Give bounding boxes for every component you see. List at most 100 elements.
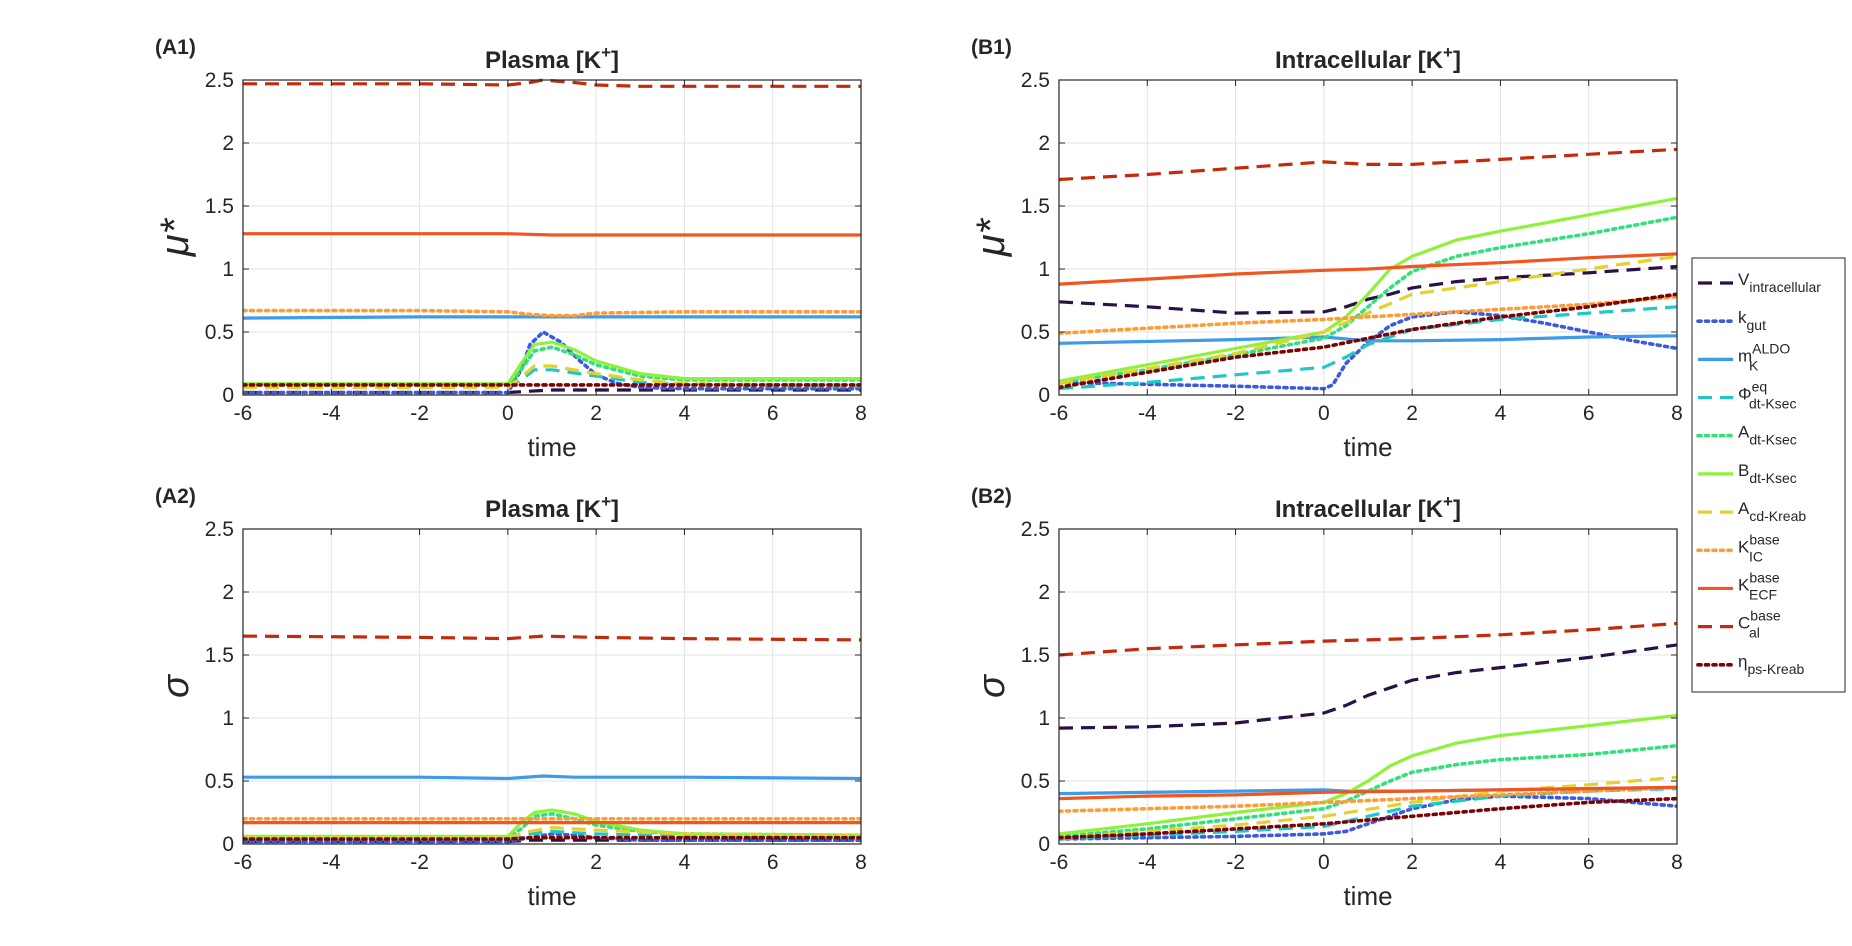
legend-label: mALDO K	[1738, 340, 1790, 373]
legend-label-base: Φ	[1738, 385, 1752, 404]
y-tick-label: 0.5	[205, 770, 234, 793]
x-axis-label: time	[1343, 881, 1392, 911]
legend-label-sub: intracellular	[1749, 279, 1821, 295]
x-tick-label: 4	[679, 851, 691, 874]
legend-item: Acd-Kreab	[1698, 499, 1806, 524]
legend-label: kgut	[1738, 308, 1766, 333]
axes-frame	[242, 528, 862, 845]
title-text: Plasma [K	[485, 47, 602, 74]
series-line	[1059, 264, 1677, 315]
x-tick-label: 4	[679, 402, 691, 425]
series-line	[1059, 294, 1677, 336]
x-tick-label: 0	[1318, 851, 1330, 874]
y-tick-label: 1	[222, 258, 234, 281]
y-tick-label: 1.5	[1021, 195, 1050, 218]
legend-label-sub: dt-Ksec	[1749, 396, 1796, 412]
x-tick-label: 0	[1318, 402, 1330, 425]
legend-label: Bdt-Ksec	[1738, 461, 1797, 486]
legend-label-sub: ps-Kreab	[1747, 661, 1804, 677]
x-tick-label: 6	[767, 402, 779, 425]
series-line	[243, 340, 861, 386]
legend-label-sub: gut	[1747, 317, 1767, 333]
y-tick-label: 0	[222, 384, 234, 407]
x-tick-label: -4	[1138, 851, 1157, 874]
panel-title: Plasma [K+]	[485, 43, 619, 74]
x-tick-label: 8	[855, 402, 867, 425]
series-line	[1059, 794, 1677, 841]
legend-label: Acd-Kreab	[1738, 499, 1806, 524]
x-tick-label: 2	[590, 402, 602, 425]
series-line	[1059, 196, 1677, 383]
legend-label-sup: base	[1749, 531, 1780, 547]
series-line	[1059, 743, 1677, 839]
series-line	[1059, 292, 1677, 390]
x-tick-label: 2	[1406, 851, 1418, 874]
series-line	[243, 308, 861, 318]
y-tick-label: 1.5	[205, 195, 234, 218]
panel-label: (A1)	[155, 36, 196, 59]
x-axis-label: time	[1343, 432, 1392, 462]
y-tick-label: 2.5	[1021, 518, 1050, 541]
x-tick-label: 4	[1495, 402, 1507, 425]
x-axis-label: time	[527, 432, 576, 462]
series-line	[1059, 334, 1677, 345]
panel-label: (B1)	[971, 36, 1012, 59]
x-tick-label: 8	[855, 851, 867, 874]
x-tick-label: 6	[1583, 851, 1595, 874]
x-axis-label: time	[527, 881, 576, 911]
axes-frame	[1058, 528, 1678, 845]
legend-label: Cbase al	[1738, 608, 1781, 641]
title-superscript: +	[1443, 492, 1453, 511]
legend-label-sup: eq	[1752, 379, 1768, 395]
legend-item: kgut	[1696, 308, 1766, 333]
x-tick-label: -6	[1050, 402, 1069, 425]
title-end: ]	[611, 47, 619, 74]
x-tick-label: -4	[322, 851, 341, 874]
y-tick-label: 1	[1038, 707, 1050, 730]
legend-label-base: B	[1738, 461, 1749, 480]
panel-title: Intracellular [K+]	[1275, 43, 1461, 74]
series-group	[243, 78, 861, 395]
series-line	[1059, 775, 1677, 840]
series-line	[243, 78, 861, 88]
legend-label-base: A	[1738, 423, 1750, 442]
x-tick-label: 2	[1406, 402, 1418, 425]
legend-label-base: η	[1738, 652, 1747, 671]
legend-label: Kbase IC	[1738, 531, 1780, 564]
legend-label-sub: ECF	[1749, 586, 1777, 602]
x-tick-label: -4	[1138, 402, 1157, 425]
legend-label: Kbase ECF	[1738, 569, 1780, 602]
series-line	[1059, 796, 1677, 840]
series-line	[243, 835, 861, 841]
legend-label: ηps-Kreab	[1738, 652, 1804, 677]
series-line	[1059, 254, 1677, 386]
legend-label-sub: IC	[1749, 548, 1763, 564]
y-tick-label: 0	[222, 833, 234, 856]
legend-label-sub: K	[1749, 357, 1759, 373]
legend-item: Cbase al	[1698, 608, 1781, 641]
x-tick-label: 2	[590, 851, 602, 874]
x-tick-label: 8	[1671, 851, 1683, 874]
legend-label-sub: dt-Ksec	[1749, 432, 1796, 448]
series-group	[243, 634, 861, 844]
chart-panel: -6 -4 -2 0 2 4 6 8 0 0.5 1 1.5 2 2.5 Intracellular [K+…	[971, 485, 1683, 911]
legend-item: ηps-Kreab	[1696, 652, 1804, 677]
x-tick-label: 0	[502, 851, 514, 874]
x-tick-label: 8	[1671, 402, 1683, 425]
legend-label-sub: dt-Ksec	[1749, 470, 1796, 486]
x-tick-label: 0	[502, 402, 514, 425]
legend-label-base: K	[1738, 575, 1750, 594]
x-tick-label: -2	[1226, 402, 1245, 425]
y-tick-label: 0	[1038, 833, 1050, 856]
legend-item: Vintracellular	[1698, 270, 1821, 295]
y-tick-label: 1.5	[205, 644, 234, 667]
x-tick-label: -2	[1226, 851, 1245, 874]
series-line	[243, 232, 861, 237]
series-line	[1059, 310, 1677, 391]
legend-label-sub: al	[1749, 625, 1760, 641]
series-line	[1059, 787, 1677, 841]
y-tick-label: 1.5	[1021, 644, 1050, 667]
title-superscript: +	[1443, 43, 1453, 62]
x-tick-label: -6	[234, 402, 253, 425]
title-superscript: +	[601, 43, 611, 62]
